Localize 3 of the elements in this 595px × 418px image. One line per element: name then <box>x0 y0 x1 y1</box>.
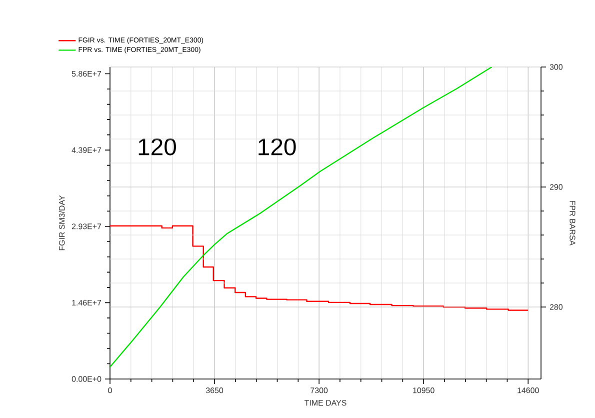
annotation: 120 <box>138 138 176 156</box>
line-series <box>110 66 492 368</box>
annotation: 120 <box>258 138 296 156</box>
